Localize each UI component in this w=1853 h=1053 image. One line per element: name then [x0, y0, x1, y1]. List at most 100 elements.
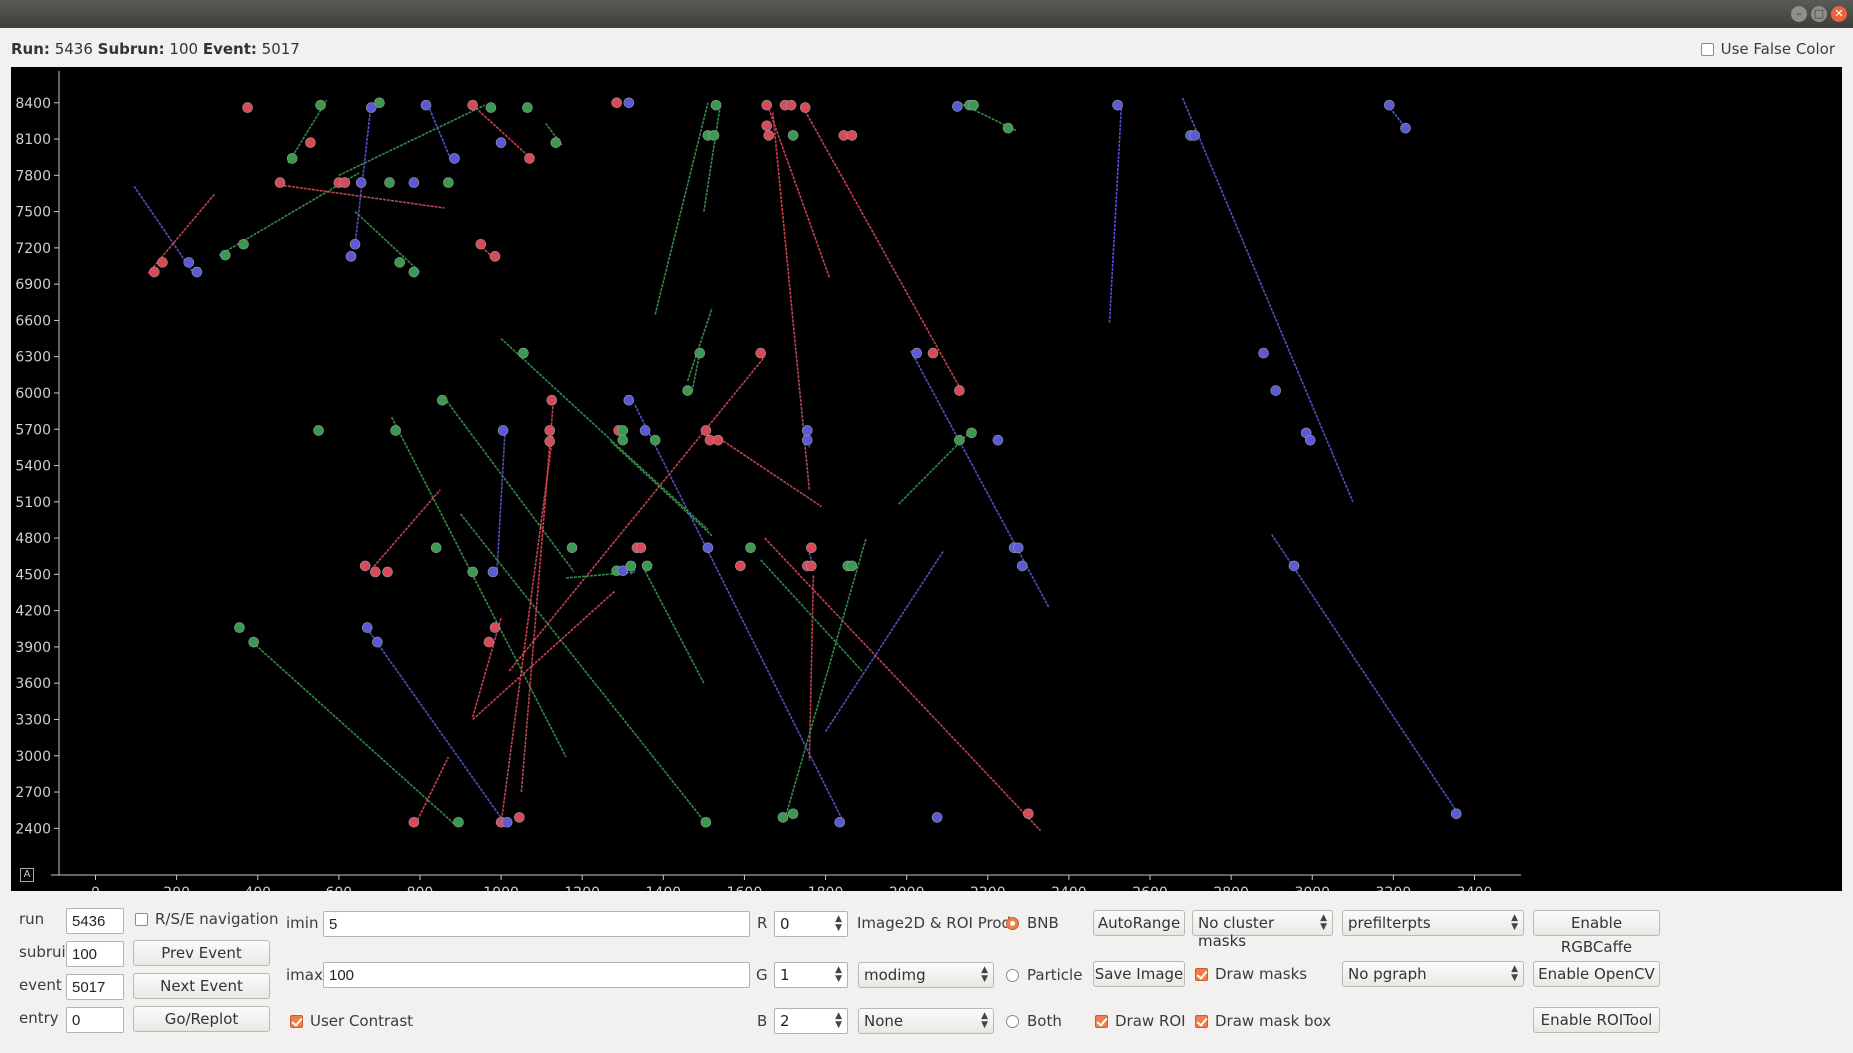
- prev-event-button[interactable]: Prev Event: [133, 940, 270, 966]
- vertex-blue: [623, 394, 635, 406]
- draw-masks-toggle[interactable]: Draw masks: [1195, 965, 1307, 983]
- r-channel-spinbox[interactable]: 0 ▲ ▼: [774, 911, 848, 937]
- vertex-blue: [1288, 560, 1300, 572]
- vertex-red: [846, 130, 858, 141]
- vertex-green: [966, 427, 977, 439]
- vertex-green: [384, 177, 395, 188]
- vertex-red: [806, 560, 817, 572]
- rse-navigation-checkbox[interactable]: [135, 913, 148, 926]
- vertex-blue: [1258, 347, 1269, 359]
- draw-roi-checkbox[interactable]: [1095, 1015, 1108, 1028]
- vertex-blue: [623, 97, 635, 109]
- cluster-masks-select[interactable]: No cluster masks ▲ ▼: [1192, 910, 1333, 950]
- prefilter-select[interactable]: prefilterpts ▲ ▼: [1342, 910, 1524, 936]
- imax-field[interactable]: [323, 962, 750, 988]
- vertex-red: [242, 102, 253, 113]
- y-tick-label: 4500: [15, 567, 51, 583]
- imin-label: imin: [286, 914, 319, 932]
- g-channel-spinbox[interactable]: 1 ▲ ▼: [774, 962, 848, 988]
- x-tick-label: 1400: [646, 885, 682, 891]
- y-tick-label: 6600: [15, 313, 51, 329]
- b-product-value: None: [864, 1012, 904, 1030]
- autorange-button[interactable]: AutoRange: [1093, 910, 1185, 936]
- draw-masks-checkbox[interactable]: [1195, 968, 1208, 981]
- vertex-blue: [617, 565, 629, 577]
- vertex-red: [635, 542, 647, 554]
- vertex-green: [313, 425, 324, 436]
- draw-masks-label: Draw masks: [1215, 965, 1308, 983]
- vertex-blue: [366, 102, 377, 113]
- vertex-red: [1023, 808, 1034, 820]
- b-channel-value: 2: [780, 1012, 790, 1030]
- vertex-blue: [487, 566, 499, 578]
- false-color-checkbox[interactable]: [1700, 43, 1714, 56]
- vertex-red: [524, 153, 535, 164]
- enable-rgbcaffe-button[interactable]: Enable RGBCaffe: [1533, 910, 1660, 956]
- g-channel-label: G: [756, 966, 768, 984]
- vertex-blue: [1384, 99, 1395, 111]
- enable-roitool-button[interactable]: Enable ROITool: [1533, 1007, 1660, 1033]
- vertex-green: [787, 808, 799, 820]
- g-product-select[interactable]: modimg ▲ ▼: [858, 962, 994, 988]
- rse-navigation-toggle[interactable]: R/S/E navigation: [135, 910, 279, 928]
- vertex-green: [430, 542, 442, 554]
- user-contrast-toggle[interactable]: User Contrast: [290, 1012, 413, 1030]
- spin-arrows-icon[interactable]: ▲ ▼: [835, 1011, 842, 1030]
- x-tick-label: 2400: [1051, 885, 1087, 891]
- x-tick-label: 1600: [727, 885, 763, 891]
- event-display-canvas[interactable]: 8400810078007500720069006600630060005700…: [11, 67, 1842, 891]
- b-channel-spinbox[interactable]: 2 ▲ ▼: [774, 1008, 848, 1034]
- auto-range-button[interactable]: A: [20, 868, 34, 882]
- radio-both[interactable]: Both: [1006, 1012, 1062, 1030]
- vertex-green: [374, 97, 385, 109]
- imin-field[interactable]: [323, 911, 750, 937]
- chevron-updown-icon: ▲ ▼: [981, 965, 988, 984]
- event-field[interactable]: [66, 974, 124, 1000]
- close-icon[interactable]: ✕: [1831, 6, 1847, 22]
- track-green: [218, 172, 360, 256]
- track-green: [654, 102, 709, 315]
- y-tick-label: 8100: [15, 132, 51, 148]
- vertex-blue: [183, 257, 195, 268]
- x-tick-label: 2800: [1213, 885, 1249, 891]
- radio-particle-button[interactable]: [1006, 969, 1019, 982]
- track-blue: [824, 550, 944, 733]
- spin-arrows-icon[interactable]: ▲ ▼: [835, 914, 842, 933]
- next-event-button[interactable]: Next Event: [133, 973, 270, 999]
- maximize-icon[interactable]: □: [1811, 6, 1827, 22]
- enable-opencv-button[interactable]: Enable OpenCV: [1533, 961, 1660, 987]
- vertex-green: [518, 347, 529, 359]
- false-color-toggle[interactable]: Use False Color: [1700, 40, 1835, 58]
- chevron-updown-icon: ▲ ▼: [1511, 913, 1518, 932]
- b-product-select[interactable]: None ▲ ▼: [858, 1008, 994, 1034]
- radio-bnb[interactable]: BNB: [1006, 914, 1059, 932]
- user-contrast-checkbox[interactable]: [290, 1015, 303, 1028]
- entry-field[interactable]: [66, 1007, 124, 1033]
- vertex-red: [489, 251, 501, 262]
- save-image-button[interactable]: Save Image: [1093, 961, 1185, 987]
- radio-bnb-button[interactable]: [1006, 917, 1019, 930]
- vertex-red: [382, 566, 393, 578]
- vertex-red: [467, 99, 478, 111]
- draw-mask-box-checkbox[interactable]: [1195, 1015, 1208, 1028]
- vertex-blue: [992, 434, 1004, 446]
- image2d-roi-label: Image2D & ROI Prod.: [857, 914, 1016, 932]
- vertex-blue: [911, 347, 923, 359]
- pgraph-select[interactable]: No pgraph ▲ ▼: [1342, 961, 1524, 987]
- r-channel-value: 0: [780, 915, 790, 933]
- spin-arrows-icon[interactable]: ▲ ▼: [835, 965, 842, 984]
- draw-mask-box-toggle[interactable]: Draw mask box: [1195, 1012, 1331, 1030]
- y-tick-label: 6900: [15, 277, 51, 293]
- radio-particle[interactable]: Particle: [1006, 966, 1082, 984]
- x-tick-label: 2200: [970, 885, 1006, 891]
- subrun-field[interactable]: [66, 941, 124, 967]
- event-display-plot[interactable]: 8400 8100 7800 7500 7200 6900 6600 6300 6000 5700…: [11, 67, 1842, 891]
- draw-roi-toggle[interactable]: Draw ROI: [1095, 1012, 1186, 1030]
- go-replot-button[interactable]: Go/Replot: [133, 1006, 270, 1032]
- minimize-icon[interactable]: –: [1791, 6, 1807, 22]
- vertex-green: [968, 99, 979, 111]
- y-tick-label: 6000: [15, 386, 51, 402]
- vertex-red: [370, 566, 381, 578]
- run-field[interactable]: [66, 908, 124, 934]
- radio-both-button[interactable]: [1006, 1015, 1019, 1028]
